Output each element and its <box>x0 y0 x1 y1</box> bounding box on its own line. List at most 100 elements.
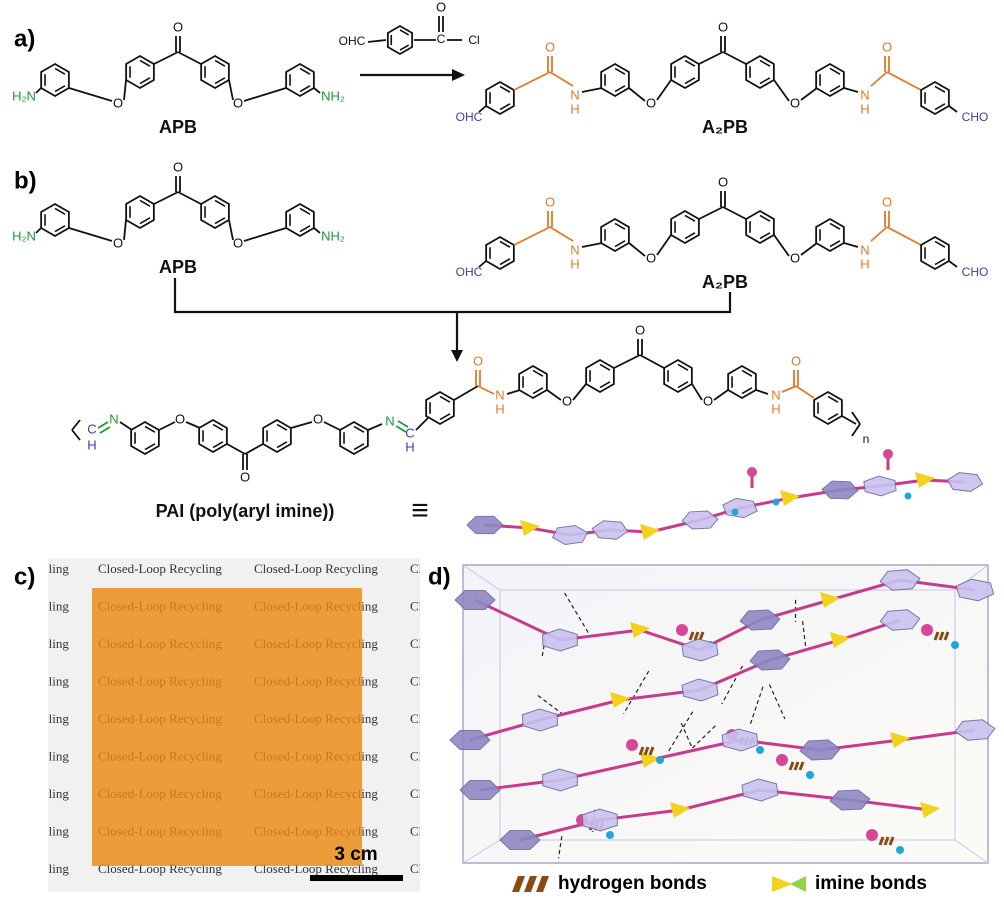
atom-label: H <box>570 256 579 271</box>
legend-hydrogen-swatch <box>536 876 549 892</box>
bond <box>851 411 861 425</box>
bond <box>829 222 841 230</box>
scale-label: 3 cm <box>334 844 377 865</box>
atom-label: OHC <box>456 265 483 279</box>
atom-label: O <box>790 95 800 110</box>
hydrogen-bond-line <box>666 711 694 754</box>
watermark: Closed-Loop Recycling <box>410 748 534 763</box>
atom-label: O <box>646 95 656 110</box>
bond <box>713 389 729 401</box>
model-atom <box>921 624 933 636</box>
bond <box>299 207 311 215</box>
bond <box>54 225 66 233</box>
bond <box>214 199 226 207</box>
compound-label: APB <box>159 117 197 137</box>
hydrogen-bond-marker <box>793 761 800 771</box>
bond <box>722 206 747 220</box>
bond <box>144 443 156 451</box>
hydrogen-bond-marker <box>688 631 695 641</box>
atom-label: H <box>405 439 414 454</box>
bond <box>773 234 790 257</box>
bond <box>741 369 753 377</box>
benzene-ring <box>130 420 160 456</box>
model-ring <box>721 728 759 752</box>
bond <box>99 426 111 434</box>
watermark: Closed-Loop Recycling <box>410 673 534 688</box>
bond <box>119 421 133 431</box>
hydrogen-bond-marker <box>788 761 795 771</box>
bond <box>214 217 226 225</box>
atom-label: O <box>175 411 185 426</box>
bond <box>244 443 264 455</box>
bond <box>158 421 176 431</box>
benzene-ring <box>285 62 315 98</box>
bond <box>54 85 66 93</box>
bond <box>513 226 551 246</box>
watermark: Closed-Loop Recycling <box>0 748 69 763</box>
model-atom <box>951 641 959 649</box>
model-ring <box>954 719 996 741</box>
bond <box>829 85 841 93</box>
bond <box>800 242 818 256</box>
bond <box>886 226 922 246</box>
bond <box>97 421 109 429</box>
bond <box>614 222 626 230</box>
bond <box>684 59 696 67</box>
bond <box>299 225 311 233</box>
panel-label: d) <box>428 563 451 590</box>
bond <box>478 260 487 268</box>
bond <box>677 381 689 389</box>
bond <box>613 354 641 369</box>
bond <box>185 421 201 429</box>
model-ring <box>946 472 984 492</box>
bond <box>353 425 365 433</box>
benzene-ring <box>600 62 630 98</box>
legend-hydrogen-swatch <box>512 876 525 892</box>
model-ring <box>722 497 758 519</box>
bond <box>829 67 841 75</box>
atom-label: N <box>385 413 394 428</box>
hydrogen-bond-marker <box>643 746 650 756</box>
benzene-ring <box>670 54 700 90</box>
bond <box>684 77 696 85</box>
model-ring <box>551 524 589 546</box>
compound-label: APB <box>159 257 197 277</box>
bond <box>513 71 551 91</box>
model-ring <box>521 708 559 732</box>
watermark: Closed-Loop Recycling <box>98 561 222 576</box>
atom-label: H₂N <box>12 228 36 243</box>
watermark: Closed-Loop Recycling <box>0 598 69 613</box>
bond <box>123 79 127 101</box>
benzene-ring <box>125 194 155 230</box>
hydrogen-bond-marker <box>693 631 700 641</box>
model-ring <box>739 609 781 631</box>
atom-label: C <box>405 425 414 440</box>
benzene-ring <box>425 390 455 426</box>
bond <box>399 44 410 51</box>
benzene-ring <box>200 194 230 230</box>
model-ring <box>459 779 501 801</box>
bond <box>243 87 287 102</box>
hydrogen-bond-marker <box>943 631 950 641</box>
connector <box>173 278 732 314</box>
hydrogen-bond-line <box>768 684 786 720</box>
benzene-ring <box>200 54 230 90</box>
hydrogen-bond-marker <box>888 836 895 846</box>
model-atom <box>747 467 757 477</box>
bond <box>243 227 287 242</box>
bond <box>139 59 151 67</box>
imine-marker <box>640 524 660 540</box>
bond <box>546 389 562 401</box>
bond <box>153 51 179 65</box>
atom-label: OHC <box>339 34 366 48</box>
bond <box>35 227 42 234</box>
bond <box>773 79 790 102</box>
photo: Closed-Loop Recycling Closed-Loop Recycli… <box>0 558 534 892</box>
bond <box>415 417 429 431</box>
benzene-ring <box>198 418 228 454</box>
bond <box>934 240 946 248</box>
film <box>92 588 362 866</box>
bond <box>827 413 839 421</box>
bond <box>276 423 288 431</box>
